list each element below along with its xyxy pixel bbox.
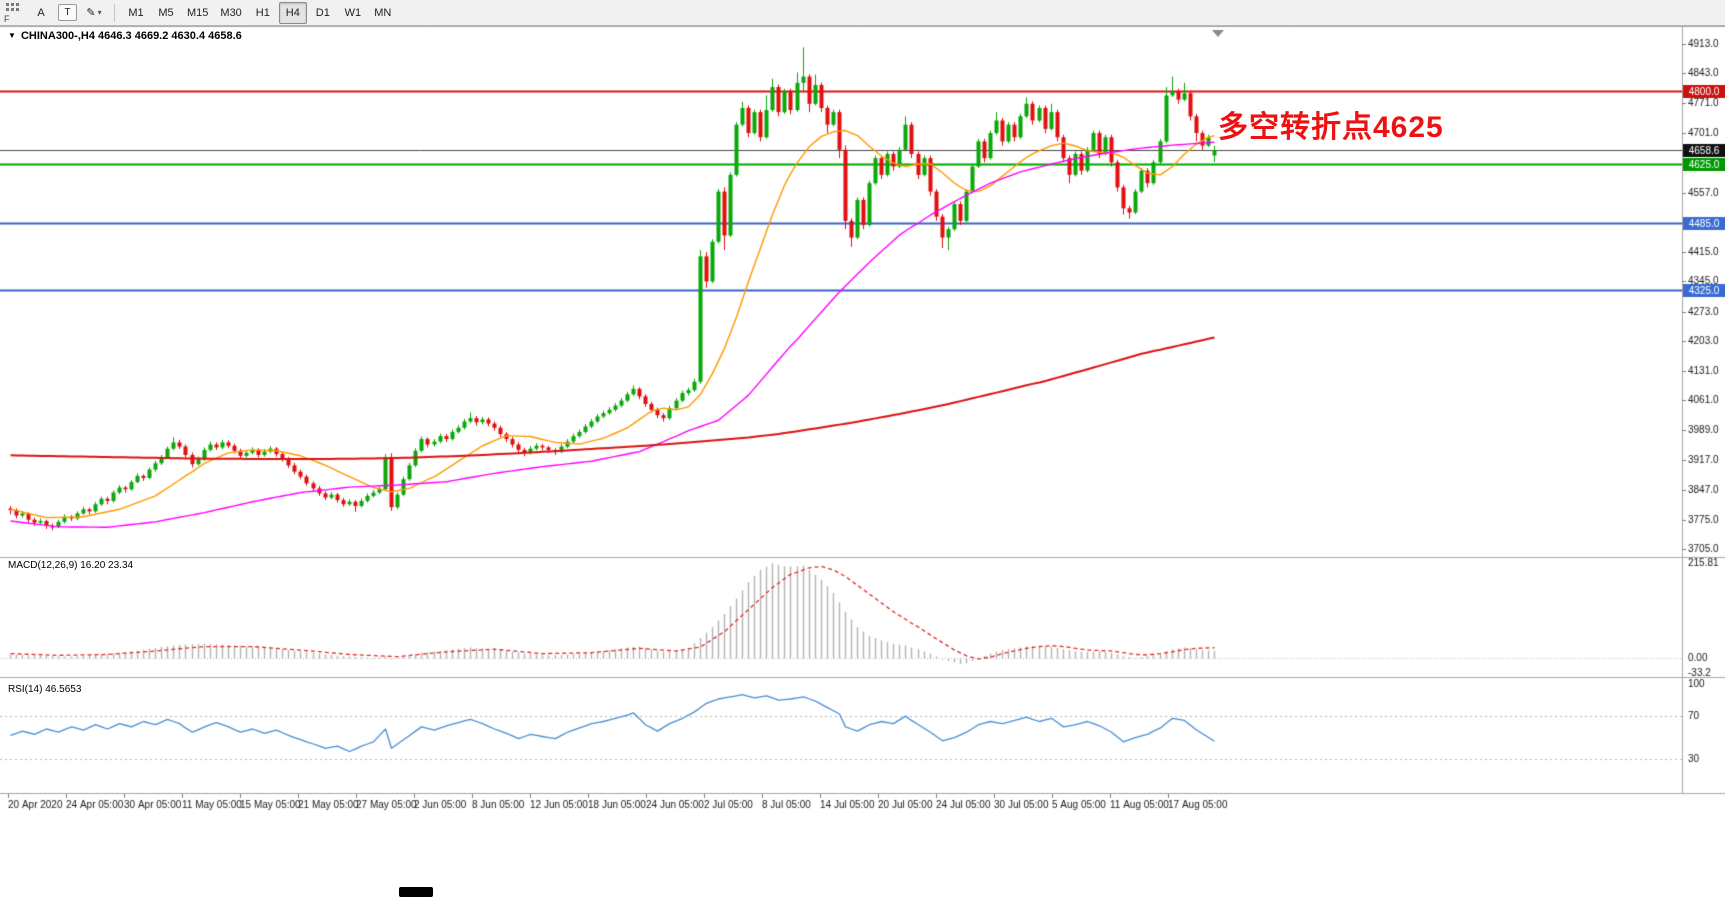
text-tool-button[interactable]: T: [58, 4, 77, 21]
timeframe-m5-button[interactable]: M5: [158, 6, 174, 19]
toolbar: F A T ✎ ▾ M1 M5 M15 M30 H1 H4 D1 W1 MN: [0, 0, 1725, 26]
timeframe-m30-button[interactable]: M30: [220, 6, 242, 19]
chart-window: ▼ CHINA300-,H4 4646.3 4669.2 4630.4 4658…: [0, 26, 1725, 897]
chart-annotation-text: 多空转折点4625: [1218, 111, 1444, 144]
timeframe-m15-button[interactable]: M15: [187, 6, 209, 19]
grip-icon: [6, 3, 9, 6]
pencil-icon: ✎: [86, 7, 96, 19]
rsi-indicator-label: RSI(14) 46.5653: [8, 684, 82, 695]
timeframe-w1-button[interactable]: W1: [344, 6, 362, 19]
timeframe-m1-button[interactable]: M1: [128, 6, 144, 19]
bottom-black-bar: [399, 887, 433, 897]
chevron-down-icon: ▾: [97, 8, 102, 17]
macd-indicator-label: MACD(12,26,9) 16.20 23.34: [8, 560, 134, 571]
timeframe-h1-button[interactable]: H1: [255, 6, 270, 19]
toolbar-separator: [114, 3, 115, 22]
chart-canvas[interactable]: [0, 26, 1725, 897]
timeframe-h4-button[interactable]: H4: [278, 1, 307, 24]
annotate-button[interactable]: A: [37, 6, 45, 19]
timeframe-mn-button[interactable]: MN: [374, 6, 392, 19]
chart-symbol-ohlc: ▼ CHINA300-,H4 4646.3 4669.2 4630.4 4658…: [8, 30, 242, 42]
symbol-label: CHINA300-,H4: [20, 30, 95, 42]
f-tab-label: F: [4, 14, 10, 24]
symbol-marker-icon: ▼: [8, 31, 16, 40]
ohlc-values: 4646.3 4669.2 4630.4 4658.6: [98, 30, 242, 42]
toolbar-grip[interactable]: F: [3, 1, 25, 24]
timeframe-d1-button[interactable]: D1: [315, 6, 330, 19]
line-tools-button[interactable]: ✎ ▾: [80, 2, 108, 24]
